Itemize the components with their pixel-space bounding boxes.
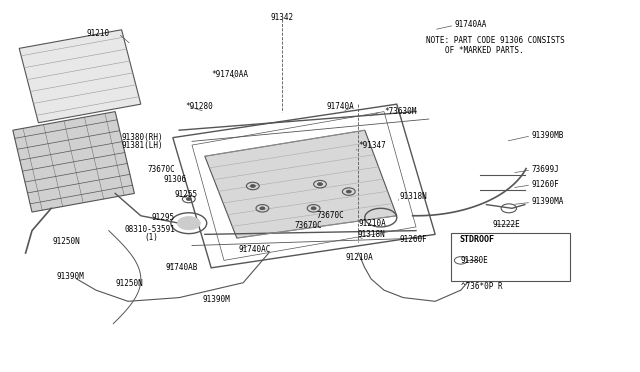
Text: *91280: *91280	[186, 102, 213, 110]
Circle shape	[260, 207, 265, 210]
Text: 91380E: 91380E	[461, 256, 488, 265]
Text: 91250N: 91250N	[52, 237, 80, 246]
Text: 91255: 91255	[174, 190, 197, 199]
Polygon shape	[205, 130, 397, 238]
Text: 91260F: 91260F	[531, 180, 559, 189]
Text: 91381(LH): 91381(LH)	[122, 141, 163, 150]
Text: 91740AA: 91740AA	[454, 20, 487, 29]
Text: 91318N: 91318N	[357, 230, 385, 239]
Text: 91342: 91342	[270, 13, 293, 22]
Text: 91390MB: 91390MB	[531, 131, 564, 140]
Text: 91210: 91210	[86, 29, 109, 38]
Circle shape	[186, 198, 191, 201]
Text: *91347: *91347	[358, 141, 386, 150]
Text: 73699J: 73699J	[531, 165, 559, 174]
Text: 91295: 91295	[152, 214, 175, 222]
Text: 91740AB: 91740AB	[165, 263, 198, 272]
Circle shape	[346, 190, 351, 193]
Text: *91740AA: *91740AA	[211, 70, 248, 79]
Text: 73670C: 73670C	[317, 211, 344, 220]
Text: (1): (1)	[144, 233, 158, 242]
Circle shape	[311, 207, 316, 210]
Text: 91390M: 91390M	[56, 272, 84, 280]
Text: 91306: 91306	[163, 175, 186, 184]
Text: 91222E: 91222E	[493, 220, 520, 229]
Text: OF *MARKED PARTS.: OF *MARKED PARTS.	[445, 46, 524, 55]
Circle shape	[317, 183, 323, 186]
Text: 08310-53591: 08310-53591	[125, 225, 175, 234]
Text: 91250N: 91250N	[115, 279, 143, 288]
Text: 91210A: 91210A	[346, 253, 373, 262]
Text: 91318N: 91318N	[400, 192, 428, 201]
Polygon shape	[19, 30, 141, 123]
Text: 73670C: 73670C	[147, 165, 175, 174]
Text: 91260F: 91260F	[400, 235, 428, 244]
Text: ^736*0P R: ^736*0P R	[461, 282, 502, 291]
Text: 73670C: 73670C	[294, 221, 322, 230]
Text: 91380(RH): 91380(RH)	[122, 133, 163, 142]
Polygon shape	[13, 112, 134, 212]
Text: 91740AC: 91740AC	[239, 245, 271, 254]
Circle shape	[177, 217, 200, 230]
Text: STDROOF: STDROOF	[460, 235, 495, 244]
Text: *73630M: *73630M	[384, 107, 417, 116]
Text: 91390MA: 91390MA	[531, 197, 564, 206]
FancyBboxPatch shape	[451, 232, 570, 281]
Text: 91390M: 91390M	[202, 295, 230, 304]
Circle shape	[250, 185, 255, 187]
Text: 91210A: 91210A	[358, 219, 386, 228]
Text: 91740A: 91740A	[326, 102, 354, 110]
Text: NOTE: PART CODE 91306 CONSISTS: NOTE: PART CODE 91306 CONSISTS	[426, 36, 564, 45]
